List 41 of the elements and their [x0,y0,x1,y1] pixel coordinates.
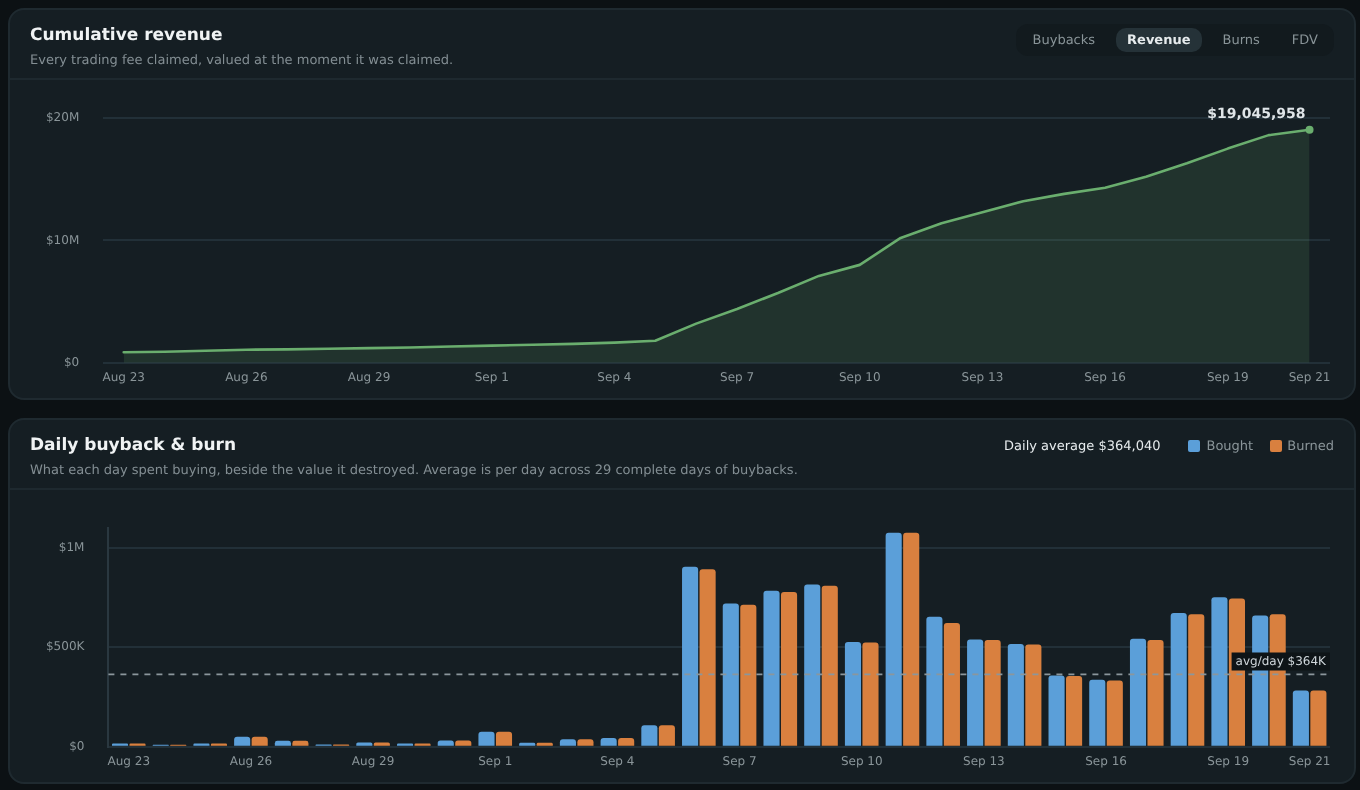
bar [1310,690,1327,746]
bar [821,585,838,746]
bar [559,739,576,746]
bar [478,731,495,746]
bar [885,532,902,746]
bar [641,725,658,746]
bar [804,584,821,746]
bar [1025,644,1042,746]
bar [682,566,699,746]
bar [722,603,739,746]
bar [1089,679,1106,746]
bar [1170,612,1187,746]
bar [1106,680,1123,746]
bar [1211,597,1228,746]
chart-title: Daily buyback & burn [30,436,237,456]
bar [926,616,943,746]
bar [844,641,862,746]
bar [1066,675,1083,746]
bar [984,639,1001,746]
bar [1292,690,1309,746]
bar [1007,643,1024,746]
bar [1188,614,1205,746]
bar [699,569,716,746]
bar [740,604,757,746]
bar [1048,675,1065,746]
bar [495,731,513,746]
bar [763,590,780,746]
bar [780,592,798,746]
bar [1147,639,1164,746]
bar [943,623,960,746]
bar [903,532,920,746]
bar [1129,638,1147,746]
bar [618,738,635,746]
chart-title: Cumulative revenue [30,26,223,46]
bar [234,736,251,746]
bar [600,738,617,746]
bar [967,639,984,746]
bar [251,736,268,746]
bar [658,725,675,746]
bar [577,739,594,746]
bar [862,642,879,746]
